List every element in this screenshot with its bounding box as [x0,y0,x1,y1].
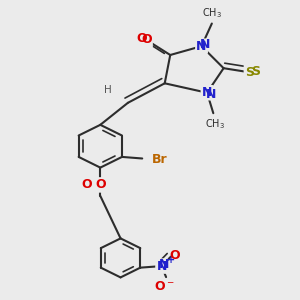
Text: N: N [196,40,207,53]
Text: S: S [245,66,254,79]
Text: O$^-$: O$^-$ [154,280,175,292]
Text: Br: Br [152,153,167,166]
Text: N: N [202,86,212,99]
Text: O: O [169,249,180,262]
Text: N: N [157,260,167,273]
Text: O: O [95,178,106,191]
Text: N: N [200,38,210,51]
Text: CH$_3$: CH$_3$ [202,6,222,20]
Text: H: H [103,85,111,95]
Text: CH$_3$: CH$_3$ [205,117,225,131]
Text: N: N [159,258,169,271]
Text: O: O [141,33,152,46]
Text: S: S [251,65,260,78]
Text: O: O [82,178,92,191]
Text: O: O [136,32,147,45]
Text: N: N [206,88,217,101]
Text: +: + [167,255,175,266]
